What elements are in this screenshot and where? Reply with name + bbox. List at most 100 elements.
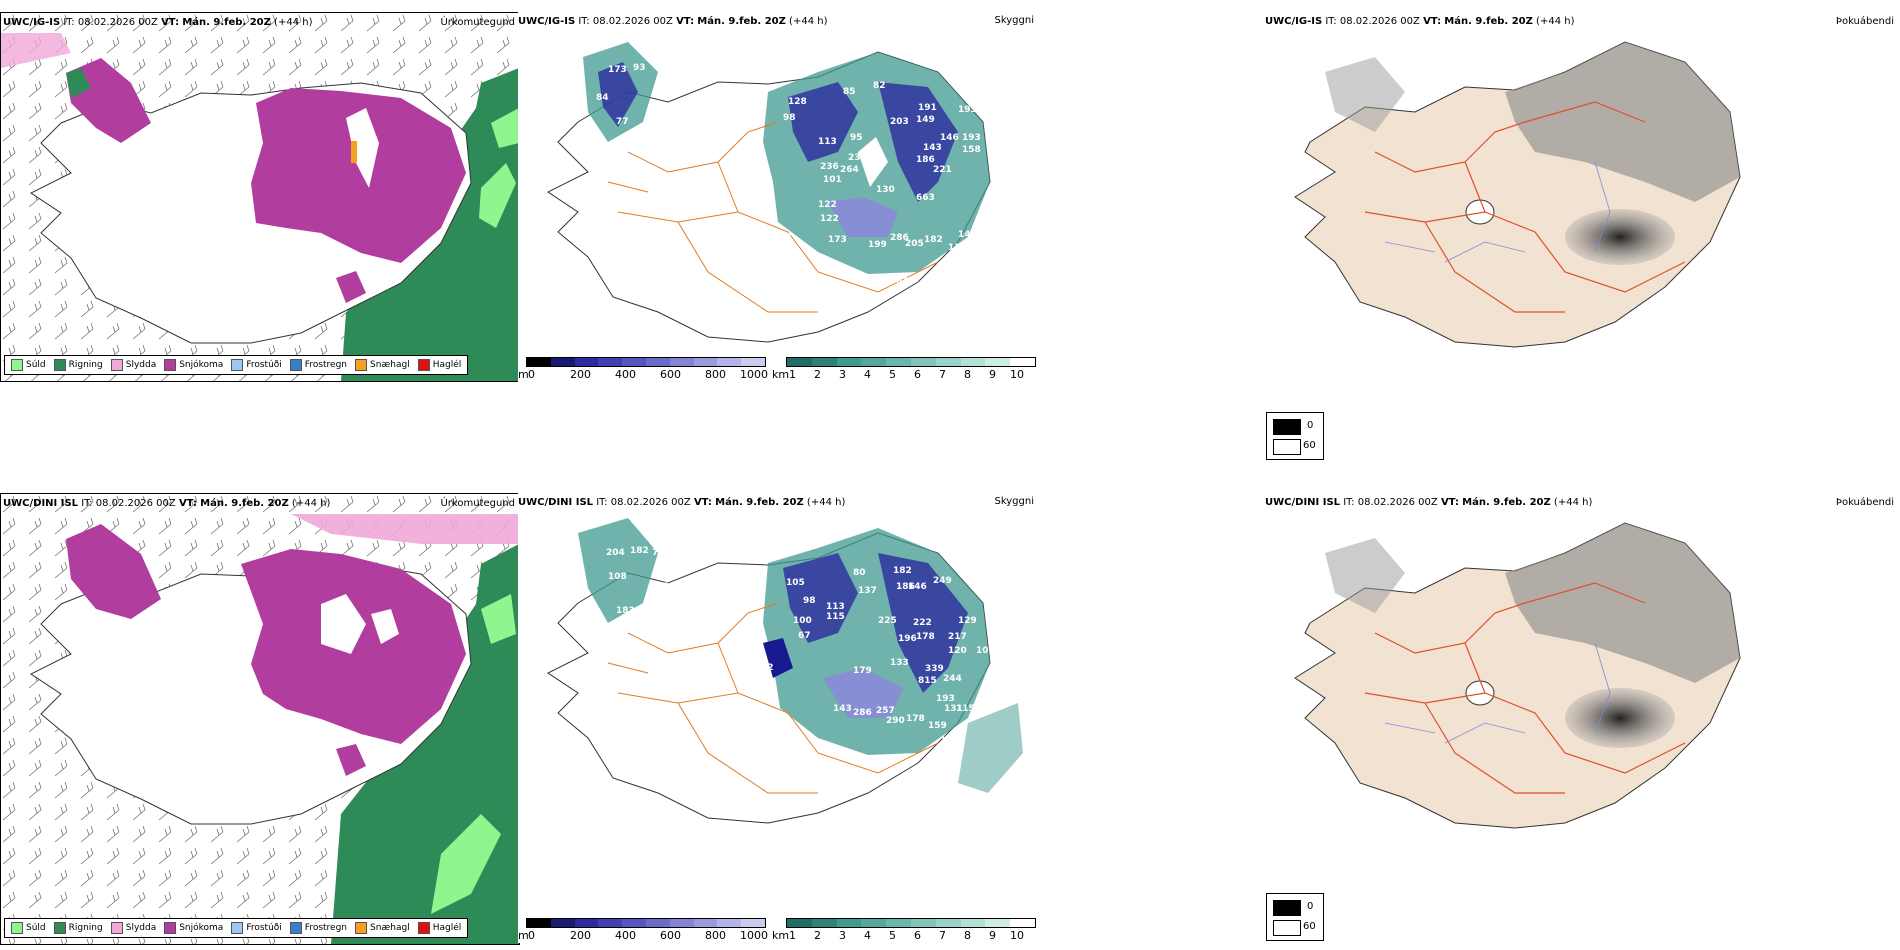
visibility-value-label: 249 xyxy=(933,576,952,586)
visibility-blue-area xyxy=(878,553,968,693)
legend-swatch xyxy=(53,359,66,371)
visibility-value-label: 137 xyxy=(858,586,877,596)
visibility-value-label: 67 xyxy=(798,631,811,641)
visibility-teal-area xyxy=(578,518,658,623)
precip-legend: Súld Rigning Slydda Snjókoma Frostúði Fr… xyxy=(4,355,469,375)
visibility-value-label: 196 xyxy=(898,634,917,644)
panel-header: UWC/IG-IS IT: 08.02.2026 00Z VT: Mán. 9.… xyxy=(518,16,828,27)
visibility-value-label: 131 xyxy=(944,704,963,714)
drizzle-area xyxy=(431,814,501,914)
visibility-value-label: 204 xyxy=(606,548,625,558)
visibility-value-label: 80 xyxy=(853,568,866,578)
visibility-value-label: 108 xyxy=(608,572,627,582)
fog-swatch-clear xyxy=(1273,920,1301,936)
fog-scale-bottom: 60 xyxy=(1303,440,1316,451)
sleet-area xyxy=(291,514,519,544)
visibility-value-label: 183 xyxy=(616,606,635,616)
legend-swatch xyxy=(53,922,66,934)
visibility-value-label: 178 xyxy=(916,632,935,642)
visibility-value-label: 663 xyxy=(916,193,935,203)
visibility-value-label: 195 xyxy=(958,105,977,115)
visibility-blue-area xyxy=(878,82,958,202)
drizzle-area xyxy=(479,163,516,228)
vis-m-colorbar xyxy=(526,357,766,367)
visibility-value-label: 199 xyxy=(868,240,887,250)
legend-swatch xyxy=(289,922,302,934)
visibility-value-label: 193 xyxy=(936,694,955,704)
fog-shading xyxy=(1505,523,1740,683)
fog-map-2 xyxy=(1294,522,1741,829)
visibility-value-label: 85 xyxy=(843,87,856,97)
visibility-blue-area xyxy=(788,82,858,162)
panel-title: Þokuábendi xyxy=(1835,16,1894,27)
visibility-value-label: 156 xyxy=(940,736,959,746)
precip-type-panel-2: UWC/DINI ISL IT: 08.02.2026 00Z VT: Mán.… xyxy=(0,493,520,945)
fog-panel-2: UWC/DINI ISL IT: 08.02.2026 00Z VT: Mán.… xyxy=(1265,493,1900,913)
legend-swatch xyxy=(11,922,23,934)
visibility-value-label: 146 xyxy=(908,582,927,592)
visibility-value-label: 86 xyxy=(956,275,969,285)
visibility-value-label: 143 xyxy=(833,704,852,714)
visibility-value-label: 98 xyxy=(783,113,796,123)
visibility-value-label: 221 xyxy=(933,165,952,175)
visibility-value-label: 146 xyxy=(940,133,959,143)
legend-swatch xyxy=(355,359,368,371)
visibility-value-label: 105 xyxy=(786,578,805,588)
visibility-value-label: 158 xyxy=(962,145,981,155)
visibility-value-label: 179 xyxy=(853,666,872,676)
visibility-value-label: 236 xyxy=(820,162,839,172)
visibility-value-label: 217 xyxy=(948,632,967,642)
visibility-value-label: 173 xyxy=(828,235,847,245)
fog-scale-legend-2: 0 60 xyxy=(1266,893,1324,941)
visibility-value-label: 130 xyxy=(876,185,895,195)
fog-scale-bottom: 60 xyxy=(1303,921,1316,932)
visibility-value-label: 100 xyxy=(793,616,812,626)
visibility-value-label: 286 xyxy=(853,708,872,718)
legend-swatch xyxy=(231,359,244,371)
precip-type-panel-1: UWC/IG-IS IT: 08.02.2026 00Z VT: Mán. 9.… xyxy=(0,12,520,382)
snow-area xyxy=(66,58,151,143)
visibility-value-label: 11 xyxy=(603,155,616,165)
visibility-value-label: 98 xyxy=(803,596,816,606)
fog-map-1 xyxy=(1294,41,1741,348)
visibility-value-label: 115 xyxy=(826,612,845,622)
vis-km-colorbar xyxy=(786,357,1036,367)
visibility-value-label: 78 xyxy=(652,548,665,558)
visibility-value-label: 182 xyxy=(630,546,649,556)
legend-swatch xyxy=(289,359,302,371)
visibility-value-label: 244 xyxy=(943,674,962,684)
panel-header: UWC/IG-IS IT: 08.02.2026 00Z VT: Mán. 9.… xyxy=(1265,16,1575,27)
visibility-map-2: 204 182 7810812518310598801371131151821861… xyxy=(547,518,1023,824)
snow-area xyxy=(251,88,466,263)
visibility-value-label: 257 xyxy=(876,706,895,716)
panel-title: Skyggni xyxy=(994,15,1034,26)
visibility-panel-1: 173 93 84 77 11 128 98 85 82 191 203 149 195 146 193 15… xyxy=(518,12,1038,382)
visibility-value-label: 641 xyxy=(896,277,915,287)
fog-shading xyxy=(1505,42,1740,202)
road-network xyxy=(1364,101,1686,313)
visibility-value-label: 84 xyxy=(596,93,609,103)
visibility-value-label: 205 xyxy=(905,239,924,249)
road-network xyxy=(607,121,939,313)
visibility-value-label: 173 xyxy=(608,65,627,75)
visibility-value-label: 77 xyxy=(616,117,629,127)
vis-m-colorbar xyxy=(526,918,766,928)
precip-legend: Súld Rigning Slydda Snjókoma Frostúði Fr… xyxy=(4,918,469,938)
visibility-value-label: 128 xyxy=(788,97,807,107)
drizzle-area xyxy=(491,108,519,148)
panel-header: UWC/DINI ISL IT: 08.02.2026 00Z VT: Mán.… xyxy=(3,498,331,509)
visibility-value-label: 120 xyxy=(948,646,967,656)
road-network xyxy=(1364,582,1686,794)
panel-title: Úrkomutegund xyxy=(440,17,515,28)
panel-header: UWC/DINI ISL IT: 08.02.2026 00Z VT: Mán.… xyxy=(518,497,846,508)
drizzle-area xyxy=(481,594,516,644)
visibility-value-label: 237 xyxy=(960,255,979,265)
visibility-value-label: 191 xyxy=(918,103,937,113)
visibility-value-label: 125 xyxy=(650,582,669,592)
panel-title: Þokuábendi xyxy=(1835,497,1894,508)
visibility-value-label: 178 xyxy=(906,714,925,724)
visibility-value-label: 222 xyxy=(913,618,932,628)
visibility-value-label: 339 xyxy=(925,664,944,674)
fog-panel-1: UWC/IG-IS IT: 08.02.2026 00Z VT: Mán. 9.… xyxy=(1265,12,1900,382)
legend-swatch xyxy=(355,922,368,934)
